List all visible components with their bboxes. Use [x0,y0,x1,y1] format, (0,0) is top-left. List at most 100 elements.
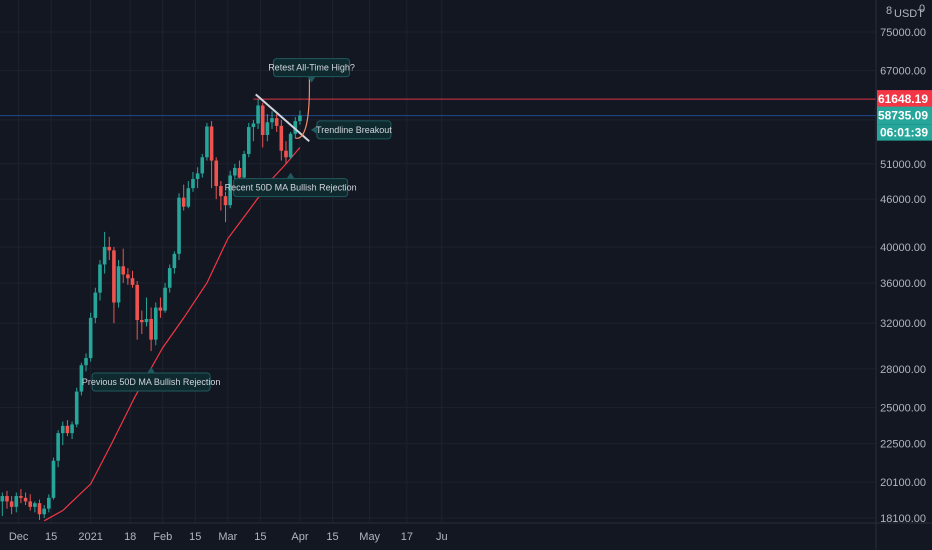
grid [0,0,876,523]
candle-body [112,250,116,303]
annotation-callout: Recent 50D MA Bullish Rejection [225,172,357,198]
time-tick-label: Dec [9,531,29,543]
annotation-callout: Previous 50D MA Bullish Rejection [82,367,221,392]
candle-body [288,133,293,158]
candle-body [200,157,205,174]
candle-body [74,391,79,425]
price-tick-label: 40000.00 [880,242,926,254]
time-tick-label: 17 [401,531,413,543]
time-axis[interactable]: Dec 15 2021 18 Feb 15 Mar 15 Apr 15 May 17 Ju [0,522,932,543]
candle-body [126,274,130,279]
price-tag: 58735.09 [877,106,932,125]
candle-body [186,188,191,207]
candle-body [70,424,74,434]
currency-label: USDT [894,8,924,20]
time-tick-label: 15 [189,531,201,543]
candle-body [19,496,23,498]
price-tag-text: 58735.09 [878,109,928,123]
annotation-text: Previous 50D MA Bullish Rejection [82,377,221,387]
candle-body [9,501,14,507]
candle-body [223,196,228,206]
candle-body [88,317,93,359]
candle-body [23,497,28,502]
candle-body [205,126,209,158]
candle-body [214,160,219,187]
countdown-text: 06:01:39 [880,126,928,140]
annotation-pointer [310,125,317,134]
annotation-pointer [307,76,316,83]
time-tick-label: Mar [218,531,237,543]
candle-body [51,460,56,498]
price-tick-label: 18100.00 [880,513,926,525]
price-tick-label: 28000.00 [880,364,926,376]
price-tick-label: 51000.00 [880,159,926,171]
candle-body [251,123,256,128]
candle-body [219,186,223,197]
time-tick-label: 15 [254,531,266,543]
trendline [255,93,310,142]
price-tick-label: 32000.00 [880,318,926,330]
candle-body [163,287,167,311]
price-tick-label-top: 8 [886,5,892,17]
countdown-bg [877,124,932,141]
candle-body [47,497,51,509]
candle-body [246,127,251,154]
moving-average [43,147,301,522]
annotation-pointer [286,172,295,179]
candle-body [98,264,102,293]
candle-body [121,266,126,275]
annotations: Retest All-Time High? Trendline Breakout R… [82,58,392,392]
candle-body [84,358,88,366]
price-tick-suffix: 0 [919,3,925,15]
candle-body [144,318,149,323]
price-tick-label: 22500.00 [880,439,926,451]
candle-body [0,496,5,502]
time-tick-label: Apr [291,531,308,543]
ma-line [43,147,301,522]
candle-body [116,266,121,303]
price-tick-label: 36000.00 [880,278,926,290]
candle-body [33,503,37,507]
candle-body [195,173,200,179]
candle-body [279,125,284,151]
candle-body [237,167,242,178]
candle-body [65,425,70,434]
candle-body [209,126,214,161]
time-tick-label: Feb [153,531,172,543]
time-tick-label: 2021 [78,531,102,543]
candle-body [130,278,135,285]
annotation-pointer [147,367,156,374]
candle-body [228,175,232,206]
time-tick-label: 15 [45,531,57,543]
candle-body [153,307,158,340]
candle-body [158,307,163,311]
candle-body [177,197,181,254]
countdown-tag: 06:01:39 [877,124,932,141]
candle-body [149,318,153,340]
candle-body [265,122,270,135]
candle-body [28,501,33,507]
candle-body [79,365,84,392]
price-tag-text: 61648.19 [878,92,928,106]
price-tick-label: 46000.00 [880,194,926,206]
price-tick-label: 67000.00 [880,66,926,78]
time-tick-label: 15 [326,531,338,543]
price-tick-label: 20100.00 [880,477,926,489]
horizontal-lines [0,98,876,117]
price-axis[interactable]: 18100.00 20100.00 22500.00 25000.00 28000.00… [875,0,932,550]
candle-body [37,503,42,515]
price-tag-bg [877,106,932,125]
price-tag-bg [877,90,932,109]
candle-body [5,496,9,502]
annotation-callout: Retest All-Time High? [268,58,355,83]
candle-body [107,246,112,251]
annotation-text: Retest All-Time High? [268,63,355,73]
candle-body [140,320,144,323]
candle-body [102,246,107,265]
candle-body [270,118,274,123]
candle-body [181,197,186,207]
candle-body [172,253,177,269]
time-tick-label: 18 [124,531,136,543]
annotation-text: Trendline Breakout [316,125,392,135]
